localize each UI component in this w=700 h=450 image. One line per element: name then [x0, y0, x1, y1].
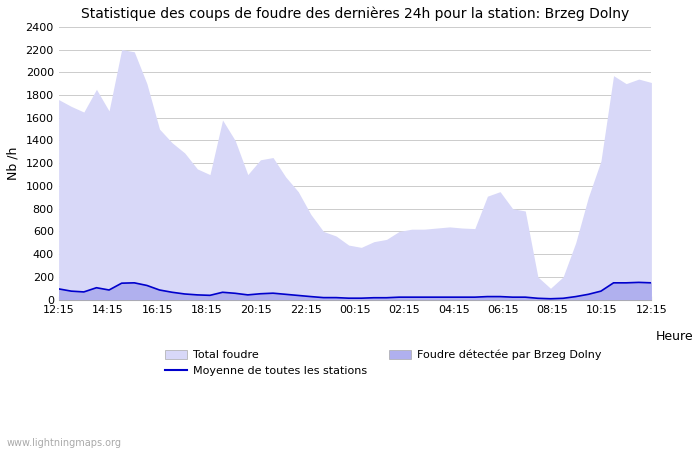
- Title: Statistique des coups de foudre des dernières 24h pour la station: Brzeg Dolny: Statistique des coups de foudre des dern…: [81, 7, 629, 22]
- Legend: Total foudre, Moyenne de toutes les stations, Foudre détectée par Brzeg Dolny: Total foudre, Moyenne de toutes les stat…: [165, 350, 601, 376]
- Y-axis label: Nb /h: Nb /h: [7, 147, 20, 180]
- Text: Heure: Heure: [655, 330, 693, 343]
- Text: www.lightningmaps.org: www.lightningmaps.org: [7, 438, 122, 448]
